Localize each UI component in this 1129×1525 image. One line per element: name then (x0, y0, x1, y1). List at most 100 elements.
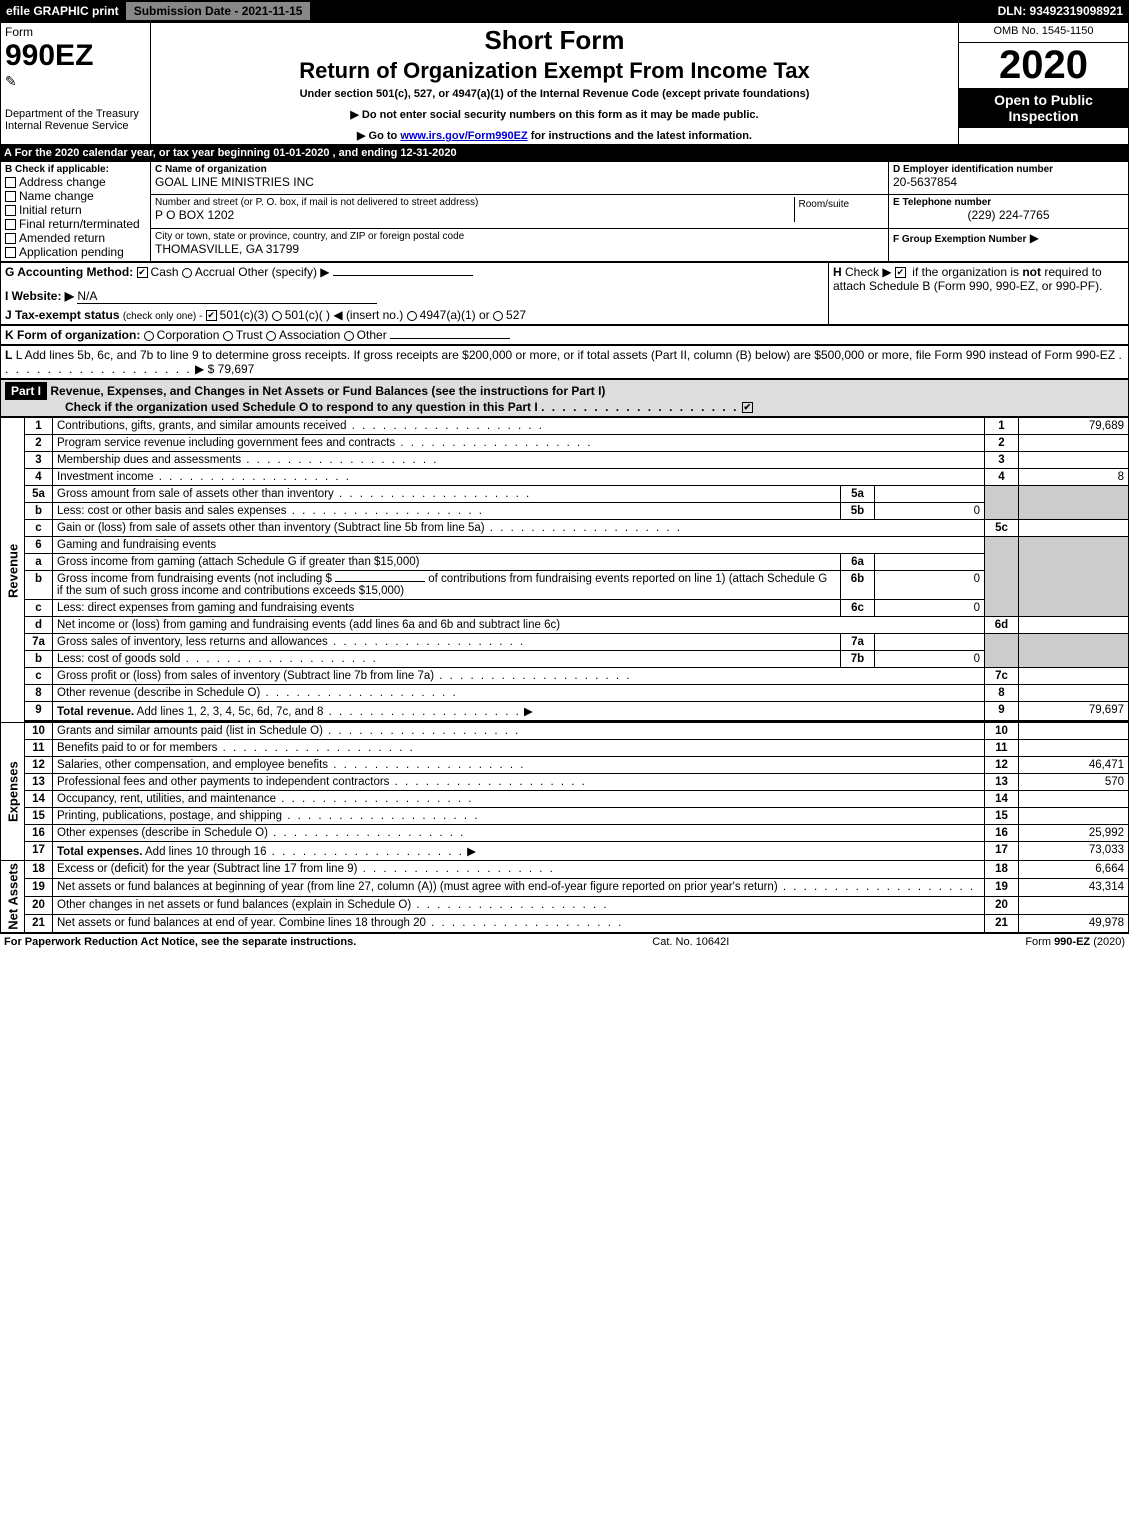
line-7b-subval: 0 (875, 651, 985, 668)
line-6b-subval: 0 (875, 571, 985, 600)
chk-trust[interactable]: Trust (223, 328, 263, 342)
ein: 20-5637854 (893, 175, 1124, 189)
line-6d-text: Net income or (loss) from gaming and fun… (57, 619, 560, 631)
submission-date: Submission Date - 2021-11-15 (125, 1, 312, 21)
line-5a-num: 5a (25, 486, 53, 503)
line-18-text: Excess or (deficit) for the year (Subtra… (57, 863, 357, 875)
city-label: City or town, state or province, country… (155, 231, 884, 242)
line-5c-num: c (25, 520, 53, 537)
section-l-amount: 79,697 (218, 362, 255, 376)
line-21-num: 21 (25, 914, 53, 932)
chk-initial-return[interactable]: Initial return (5, 203, 146, 217)
chk-application-pending[interactable]: Application pending (5, 245, 146, 259)
sections-b-to-f: B Check if applicable: Address change Na… (0, 161, 1129, 262)
line-6c-sub: 6c (841, 600, 875, 617)
line-6b-text: Gross income from fundraising events (no… (53, 571, 841, 600)
line-8-text: Other revenue (describe in Schedule O) (57, 687, 260, 699)
lines-table: Revenue 1 Contributions, gifts, grants, … (0, 417, 1129, 933)
line-7c-col: 7c (985, 668, 1019, 685)
chk-501c[interactable]: 501(c)( ) ◀ (insert no.) (272, 308, 404, 322)
line-16-amt: 25,992 (1019, 825, 1129, 842)
chk-name-change[interactable]: Name change (5, 189, 146, 203)
efile-graphic-print[interactable]: efile GRAPHIC print (0, 4, 125, 18)
line-15-col: 15 (985, 808, 1019, 825)
part-1-check-text: Check if the organization used Schedule … (65, 400, 538, 414)
net-assets-side-label: Net Assets (1, 861, 25, 933)
footer: For Paperwork Reduction Act Notice, see … (0, 933, 1129, 950)
line-13-amt: 570 (1019, 774, 1129, 791)
open-to-public: Open to Public Inspection (959, 88, 1128, 128)
line-3-col: 3 (985, 452, 1019, 469)
chk-address-change[interactable]: Address change (5, 175, 146, 189)
header-table: Form 990EZ ✎ Department of the Treasury … (0, 22, 1129, 145)
line-7c-text: Gross profit or (loss) from sales of inv… (57, 670, 434, 682)
section-k-label: K Form of organization: (5, 328, 140, 342)
line-11-text: Benefits paid to or for members (57, 742, 217, 754)
line-7b-text: Less: cost of goods sold (57, 653, 180, 665)
line-5b-sub: 5b (841, 503, 875, 520)
section-b-label: B Check if applicable: (5, 164, 146, 175)
chk-amended-return[interactable]: Amended return (5, 231, 146, 245)
chk-501c3[interactable]: ✔501(c)(3) (206, 308, 269, 322)
line-18-amt: 6,664 (1019, 861, 1129, 879)
form-number: 990EZ (5, 39, 146, 73)
line-5c-col: 5c (985, 520, 1019, 537)
line-19-amt: 43,314 (1019, 878, 1129, 896)
part-1-label: Part I (5, 382, 47, 400)
part-1-title: Revenue, Expenses, and Changes in Net As… (50, 384, 605, 398)
line-9-text: Total revenue. (57, 706, 134, 718)
chk-corporation[interactable]: Corporation (144, 328, 220, 342)
line-14-col: 14 (985, 791, 1019, 808)
line-4-amt: 8 (1019, 469, 1129, 486)
dept-treasury: Department of the Treasury (5, 108, 146, 120)
line-20-col: 20 (985, 896, 1019, 914)
line-6b-num: b (25, 571, 53, 600)
chk-other-org[interactable]: Other (344, 328, 387, 342)
chk-other-method[interactable]: Other (specify) ▶ (238, 265, 329, 279)
chk-schedule-b[interactable]: ✔ (895, 267, 906, 278)
chk-cash[interactable]: ✔Cash (137, 265, 179, 279)
return-title: Return of Organization Exempt From Incom… (155, 58, 954, 84)
line-18-col: 18 (985, 861, 1019, 879)
line-20-amt (1019, 896, 1129, 914)
line-16-num: 16 (25, 825, 53, 842)
line-6d-col: 6d (985, 617, 1019, 634)
line-21-amt: 49,978 (1019, 914, 1129, 932)
irs-link[interactable]: www.irs.gov/Form990EZ (400, 130, 527, 142)
section-i-label: I Website: ▶ (5, 289, 74, 303)
section-e-label: E Telephone number (893, 197, 1124, 208)
chk-527[interactable]: 527 (493, 308, 526, 322)
section-k: K Form of organization: Corporation Trus… (1, 326, 1129, 345)
chk-association[interactable]: Association (266, 328, 340, 342)
line-17-amt: 73,033 (1019, 842, 1129, 861)
dln: DLN: 93492319098921 (998, 4, 1129, 18)
line-19-col: 19 (985, 878, 1019, 896)
arrow-icon: ▶ (1030, 231, 1039, 245)
line-7c-num: c (25, 668, 53, 685)
line-6a-subval (875, 554, 985, 571)
line-12-col: 12 (985, 757, 1019, 774)
line-14-text: Occupancy, rent, utilities, and maintena… (57, 793, 276, 805)
top-bar: efile GRAPHIC print Submission Date - 20… (0, 0, 1129, 22)
sections-g-to-j: G Accounting Method: ✔Cash Accrual Other… (0, 262, 1129, 325)
line-2-text: Program service revenue including govern… (57, 437, 395, 449)
line-14-num: 14 (25, 791, 53, 808)
line-7b-sub: 7b (841, 651, 875, 668)
org-name: GOAL LINE MINISTRIES INC (155, 175, 884, 189)
line-9-num: 9 (25, 702, 53, 721)
revenue-side-label: Revenue (1, 418, 25, 723)
line-6c-num: c (25, 600, 53, 617)
section-h-label: H (833, 265, 842, 279)
chk-final-return[interactable]: Final return/terminated (5, 217, 146, 231)
line-4-col: 4 (985, 469, 1019, 486)
chk-4947[interactable]: 4947(a)(1) or (407, 308, 490, 322)
short-form-title: Short Form (155, 25, 954, 56)
chk-schedule-o-part1[interactable]: ✔ (742, 402, 753, 413)
line-7b-num: b (25, 651, 53, 668)
line-6d-num: d (25, 617, 53, 634)
footer-left: For Paperwork Reduction Act Notice, see … (4, 936, 356, 948)
chk-accrual[interactable]: Accrual (182, 265, 235, 279)
line-19-text: Net assets or fund balances at beginning… (57, 881, 778, 893)
section-d-label: D Employer identification number (893, 164, 1124, 175)
line-6d-amt (1019, 617, 1129, 634)
